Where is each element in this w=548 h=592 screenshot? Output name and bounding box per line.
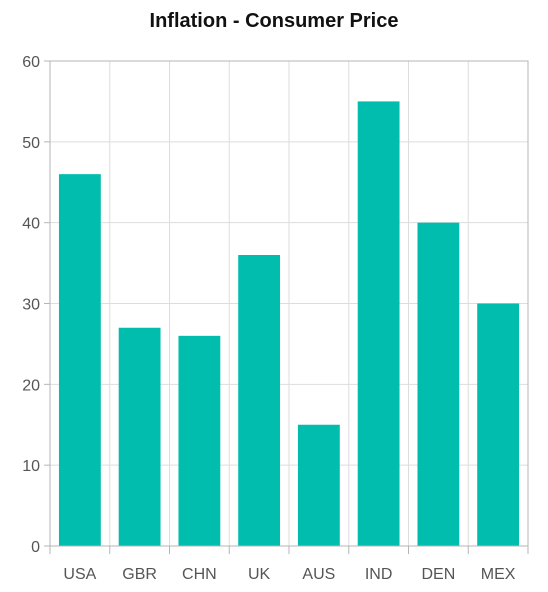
y-tick-label: 30 (22, 297, 40, 314)
bars (58, 101, 520, 547)
y-tick-label: 20 (22, 377, 40, 394)
y-tick-label: 0 (31, 539, 40, 556)
x-tick-label: UK (248, 566, 271, 583)
axes (44, 60, 529, 554)
bar-usa[interactable] (58, 174, 101, 546)
bar-gbr[interactable] (118, 327, 161, 546)
y-tick-label: 40 (22, 216, 40, 233)
x-tick-label: GBR (122, 566, 157, 583)
y-tick-label: 60 (22, 54, 40, 71)
plot-border (49, 60, 529, 547)
x-tick-label: USA (63, 566, 96, 583)
x-tick-label: MEX (481, 566, 516, 583)
bar-uk[interactable] (238, 255, 281, 546)
bar-ind[interactable] (357, 101, 400, 547)
y-tick-label: 50 (22, 135, 40, 152)
bar-aus[interactable] (297, 424, 340, 546)
bar-mex[interactable] (477, 303, 520, 547)
x-tick-label: DEN (421, 566, 455, 583)
bar-chn[interactable] (178, 335, 221, 546)
tick-labels: 0 10 20 30 40 50 60 USA GBR CHN UK AUS IND DEN MEX (22, 54, 516, 583)
chart-title: Inflation - Consumer Price (149, 10, 399, 32)
x-tick-label: CHN (182, 566, 217, 583)
bar-den[interactable] (417, 222, 460, 546)
x-tick-label: AUS (302, 566, 335, 583)
y-tick-label: 10 (22, 458, 40, 475)
x-tick-label: IND (365, 566, 393, 583)
